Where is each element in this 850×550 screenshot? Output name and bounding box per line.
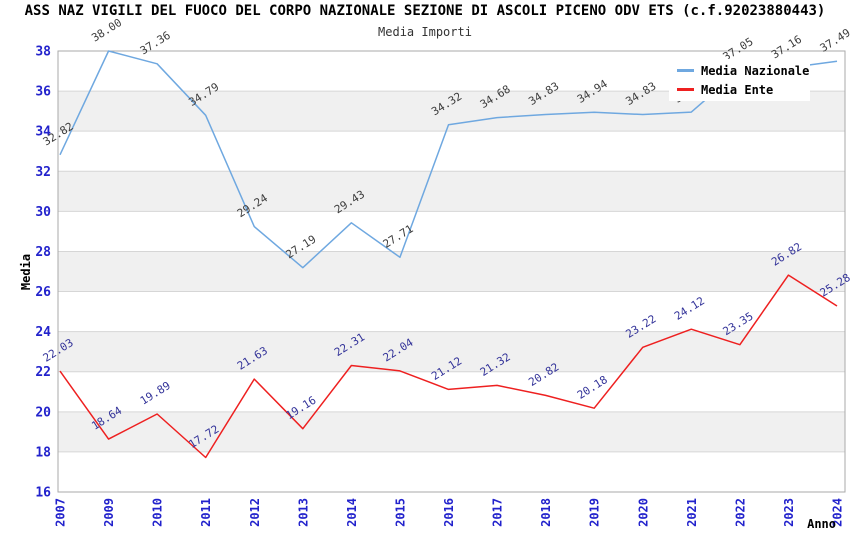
plot-band (58, 131, 845, 172)
x-tick-label: 2014 (345, 498, 359, 527)
y-tick-label: 20 (35, 405, 51, 420)
plot-band (58, 171, 845, 212)
x-tick-label: 2023 (782, 498, 796, 527)
x-tick-label: 2013 (296, 498, 310, 527)
chart-title: ASS NAZ VIGILI DEL FUOCO DEL CORPO NAZIO… (24, 3, 826, 19)
x-tick-label: 2016 (442, 498, 456, 527)
legend-item-media-nazionale: Media Nazionale (677, 64, 810, 78)
plot-band (58, 371, 845, 412)
x-tick-label: 2011 (199, 498, 213, 527)
y-tick-label: 18 (35, 445, 51, 460)
series-line-media-ente (59, 274, 838, 459)
x-tick-label: 2020 (636, 498, 650, 527)
y-tick-label: 34 (35, 125, 51, 140)
x-tick-label: 2024 (831, 498, 845, 527)
x-tick-label: 2019 (588, 498, 602, 527)
y-tick-label: 22 (35, 365, 51, 380)
plot-band (58, 331, 845, 372)
x-tick-label: 2022 (733, 498, 747, 527)
x-tick-label: 2018 (539, 498, 553, 527)
plot-band (58, 211, 845, 252)
plot-band (58, 291, 845, 332)
data-label: 37.49 (818, 26, 850, 55)
x-tick-label: 2017 (491, 498, 505, 527)
x-axis-title: Anno (807, 517, 836, 531)
chart-subtitle: Media Importi (378, 25, 472, 39)
legend-line-swatch-ente (677, 88, 694, 91)
plot-band (58, 451, 845, 492)
y-tick-label: 36 (35, 85, 51, 100)
x-tick-label: 2012 (248, 498, 262, 527)
x-tick-label: 2015 (393, 498, 407, 527)
plot-band (58, 251, 845, 292)
y-tick-label: 30 (35, 205, 51, 220)
legend-item-media-ente: Media Ente (677, 83, 810, 97)
legend-label: Media Nazionale (701, 63, 810, 78)
legend-box: Media Nazionale Media Ente (669, 59, 810, 101)
x-tick-label: 2021 (685, 498, 699, 527)
y-tick-label: 32 (35, 165, 51, 180)
legend-label: Media Ente (701, 82, 774, 97)
x-tick-label: 2007 (54, 498, 68, 527)
y-tick-label: 16 (35, 486, 51, 501)
y-tick-label: 24 (35, 325, 51, 340)
y-tick-label: 28 (35, 245, 51, 260)
plot-area-border (57, 50, 846, 493)
plot-band (58, 411, 845, 452)
data-label: 38.00 (89, 16, 124, 45)
y-tick-label: 26 (35, 285, 51, 300)
x-tick-label: 2010 (151, 498, 165, 527)
legend-line-swatch-nazionale (677, 69, 694, 72)
y-tick-label: 38 (35, 45, 51, 60)
y-axis-title: Media (19, 254, 33, 290)
x-tick-label: 2009 (102, 498, 116, 527)
